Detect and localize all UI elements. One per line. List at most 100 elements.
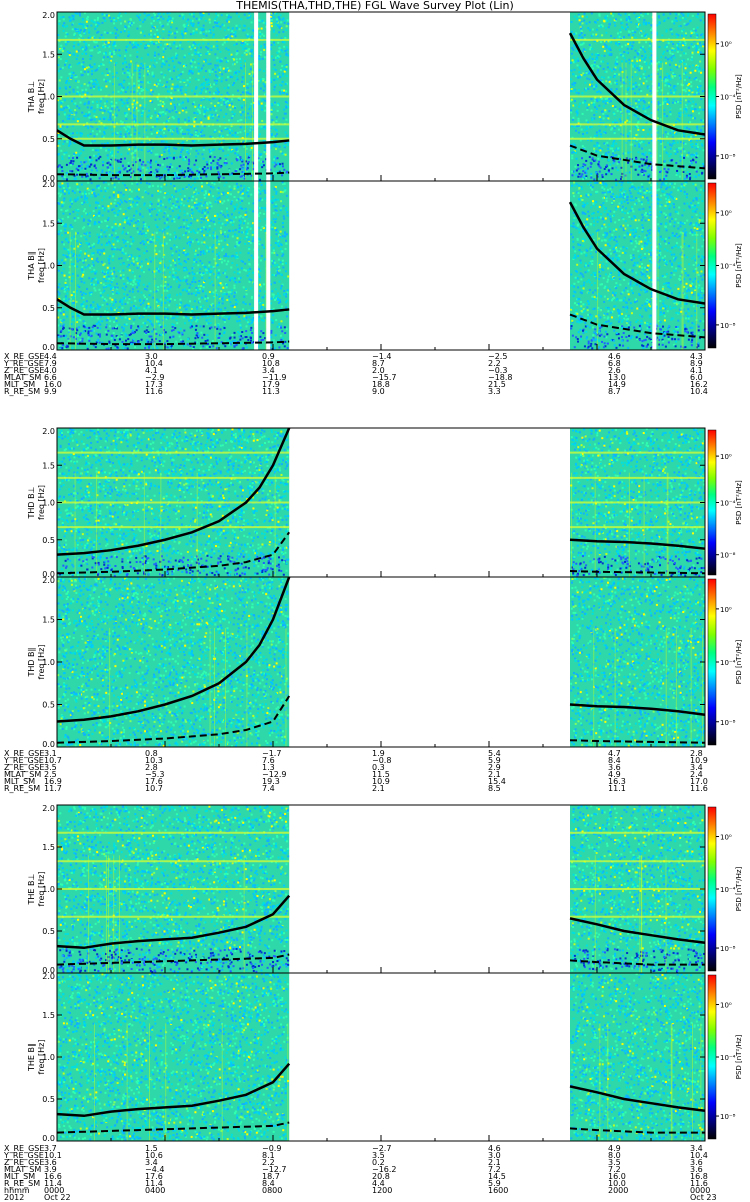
- psd-pixel: [249, 53, 251, 55]
- psd-pixel: [666, 50, 668, 52]
- psd-pixel: [626, 18, 628, 20]
- psd-pixel: [237, 132, 239, 134]
- psd-pixel: [112, 47, 114, 49]
- psd-pixel: [228, 29, 230, 31]
- psd-pixel: [150, 117, 152, 119]
- psd-pixel: [219, 141, 221, 143]
- psd-pixel: [639, 24, 641, 26]
- psd-pixel: [275, 164, 277, 166]
- psd-pixel: [104, 14, 106, 16]
- psd-pixel: [638, 144, 640, 146]
- psd-pixel: [595, 150, 597, 152]
- psd-pixel: [189, 81, 191, 83]
- psd-pixel: [617, 147, 619, 149]
- psd-pixel: [200, 47, 202, 49]
- psd-pixel: [173, 152, 175, 154]
- psd-pixel: [275, 69, 277, 71]
- psd-pixel: [263, 164, 265, 166]
- psd-pixel: [635, 158, 637, 160]
- psd-pixel: [589, 156, 591, 158]
- psd-pixel: [190, 134, 192, 136]
- psd-pixel: [63, 47, 65, 49]
- psd-pixel: [606, 71, 608, 73]
- psd-pixel: [149, 65, 151, 67]
- psd-pixel: [691, 56, 693, 58]
- psd-pixel: [63, 18, 65, 20]
- psd-pixel: [663, 13, 665, 15]
- psd-pixel: [260, 51, 262, 53]
- psd-pixel: [215, 92, 217, 94]
- psd-pixel: [687, 13, 689, 15]
- psd-pixel: [127, 70, 129, 72]
- psd-pixel: [580, 30, 582, 32]
- psd-pixel: [197, 44, 199, 46]
- psd-pixel: [195, 156, 197, 158]
- psd-pixel: [208, 149, 210, 151]
- psd-pixel: [163, 149, 165, 151]
- psd-pixel: [618, 155, 620, 157]
- psd-pixel: [687, 23, 689, 25]
- psd-pixel: [702, 163, 704, 165]
- psd-pixel: [659, 179, 661, 181]
- psd-pixel: [260, 45, 262, 47]
- psd-pixel: [219, 135, 221, 137]
- psd-pixel: [598, 13, 600, 15]
- psd-pixel: [68, 115, 70, 117]
- psd-pixel: [215, 71, 217, 73]
- psd-pixel: [643, 19, 645, 21]
- psd-pixel: [629, 79, 631, 81]
- psd-pixel: [132, 170, 134, 172]
- psd-pixel: [259, 276, 261, 278]
- psd-pixel: [198, 133, 200, 135]
- psd-pixel: [169, 176, 171, 178]
- psd-pixel: [579, 76, 581, 78]
- psd-pixel: [648, 48, 650, 50]
- psd-pixel: [209, 160, 211, 162]
- psd-pixel: [584, 172, 586, 174]
- psd-pixel: [139, 104, 141, 106]
- psd-pixel: [103, 46, 105, 48]
- psd-pixel: [60, 106, 62, 108]
- psd-pixel: [134, 70, 136, 72]
- psd-pixel: [572, 59, 574, 61]
- psd-pixel: [234, 277, 236, 279]
- psd-pixel: [142, 322, 144, 324]
- psd-pixel: [81, 23, 83, 25]
- psd-pixel: [615, 108, 617, 110]
- psd-pixel: [90, 133, 92, 135]
- psd-pixel: [123, 72, 125, 74]
- psd-pixel: [68, 145, 70, 147]
- psd-pixel: [287, 19, 289, 21]
- psd-pixel: [120, 176, 122, 178]
- psd-pixel: [650, 90, 652, 92]
- psd-pixel: [263, 83, 265, 85]
- psd-pixel: [241, 81, 243, 83]
- psd-pixel: [141, 57, 143, 59]
- psd-pixel: [618, 93, 620, 95]
- psd-pixel: [182, 109, 184, 111]
- psd-pixel: [687, 15, 689, 17]
- psd-pixel: [85, 43, 87, 45]
- psd-pixel: [283, 169, 285, 171]
- psd-pixel: [278, 31, 280, 33]
- psd-pixel: [213, 109, 215, 111]
- psd-pixel: [159, 164, 161, 166]
- psd-pixel: [665, 131, 667, 133]
- psd-pixel: [582, 167, 584, 169]
- psd-pixel: [694, 108, 696, 110]
- psd-pixel: [211, 149, 213, 151]
- psd-pixel: [641, 173, 643, 175]
- psd-pixel: [239, 131, 241, 133]
- psd-pixel: [695, 161, 697, 163]
- psd-pixel: [152, 91, 154, 93]
- psd-pixel: [58, 145, 60, 147]
- psd-pixel: [66, 152, 68, 154]
- psd-pixel: [666, 73, 668, 75]
- psd-pixel: [636, 106, 638, 108]
- psd-pixel: [191, 14, 193, 16]
- psd-pixel: [60, 76, 62, 78]
- psd-pixel: [213, 92, 215, 94]
- psd-pixel: [573, 45, 575, 47]
- psd-pixel: [185, 89, 187, 91]
- psd-pixel: [187, 19, 189, 21]
